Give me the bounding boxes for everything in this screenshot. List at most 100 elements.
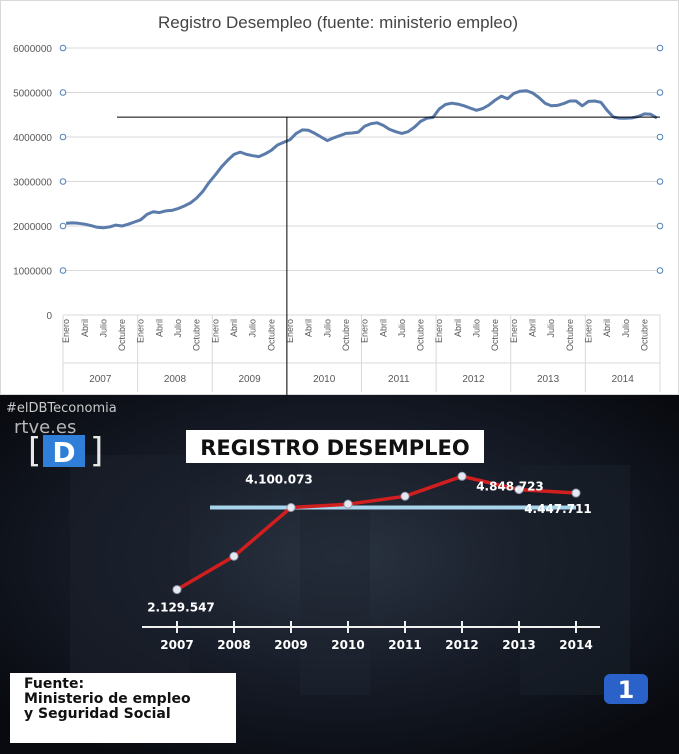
month-tick-label: Abril — [528, 319, 538, 337]
tv-x-tick-label: 2014 — [559, 638, 592, 652]
series-line — [66, 89, 658, 230]
chart-area-border — [0, 0, 679, 395]
month-tick-label: Octubre — [565, 319, 575, 351]
background-window — [300, 435, 370, 695]
month-tick-label: Julio — [546, 319, 556, 338]
tv-x-tick-label: 2007 — [160, 638, 193, 652]
selection-handle — [59, 222, 67, 230]
tv-data-point — [514, 485, 524, 495]
month-tick-label: Enero — [136, 319, 146, 343]
month-tick-label: Julio — [173, 319, 183, 338]
tv-point-label: 4.100.073 — [245, 472, 313, 486]
month-tick-label: Octubre — [192, 319, 202, 351]
tv-data-point — [286, 502, 296, 512]
month-tick-label: Julio — [621, 319, 631, 338]
program-logo-letter: D — [52, 436, 75, 469]
month-tick-label: Enero — [434, 319, 444, 343]
month-tick-label: Abril — [453, 319, 463, 337]
selection-handle — [59, 89, 67, 96]
rtve-logo: rtve.es — [14, 417, 76, 438]
tv-data-point — [400, 491, 410, 501]
channel-one-logo: 1 — [604, 674, 648, 704]
tv-point-label: 4.447.711 — [524, 502, 592, 516]
selection-handle — [656, 133, 664, 141]
month-tick-label: Octubre — [639, 319, 649, 351]
tv-data-point — [457, 471, 467, 481]
month-tick-label: Enero — [583, 319, 593, 343]
year-label: 2010 — [313, 374, 336, 385]
tv-data-point — [343, 499, 353, 509]
source-line-2: Ministerio de empleo — [24, 691, 191, 707]
y-tick-label: 1000000 — [13, 267, 52, 278]
background-window — [520, 465, 630, 695]
tv-chart-title: REGISTRO DESEMPLEO — [200, 436, 469, 460]
excel-line-chart: Registro Desempleo (fuente: ministerio e… — [0, 0, 679, 395]
month-tick-label: Julio — [98, 319, 108, 338]
source-line-3: y Seguridad Social — [24, 706, 171, 722]
svg-text:[: [ — [28, 431, 41, 471]
month-tick-label: Octubre — [117, 319, 127, 351]
tv-x-tick-label: 2008 — [217, 638, 250, 652]
month-tick-label: Abril — [378, 319, 388, 337]
month-tick-label: Enero — [360, 319, 370, 343]
year-label: 2012 — [462, 374, 485, 385]
selection-handle — [59, 267, 67, 274]
year-label: 2009 — [238, 374, 261, 385]
month-tick-label: Enero — [61, 319, 71, 343]
selection-handle — [656, 178, 664, 185]
program-logo: [ D ] — [28, 431, 103, 471]
month-tick-label: Julio — [472, 319, 482, 338]
y-tick-label: 5000000 — [13, 89, 52, 100]
y-tick-label: 0 — [46, 311, 52, 322]
tv-data-point — [229, 551, 239, 561]
year-label: 2013 — [537, 374, 560, 385]
tv-x-tick-label: 2012 — [445, 638, 478, 652]
month-tick-label: Abril — [154, 319, 164, 337]
year-label: 2008 — [164, 374, 187, 385]
source-line-1: Fuente: — [24, 676, 84, 692]
tv-data-point — [172, 585, 182, 595]
chart-title: Registro Desempleo (fuente: ministerio e… — [158, 13, 518, 32]
selection-handle — [656, 89, 664, 96]
y-tick-label: 6000000 — [13, 44, 52, 55]
y-tick-label: 2000000 — [13, 222, 52, 233]
month-tick-label: Enero — [509, 319, 519, 343]
selection-handle — [656, 44, 664, 52]
year-label: 2014 — [612, 374, 635, 385]
month-tick-label: Octubre — [341, 319, 351, 351]
tv-broadcast-frame: #elDBTeconomia rtve.es [ D ] REGISTRO DE… — [0, 395, 679, 754]
y-tick-label: 4000000 — [13, 133, 52, 144]
channel-number: 1 — [618, 676, 635, 704]
year-label: 2011 — [388, 374, 410, 385]
tv-x-tick-label: 2011 — [388, 638, 421, 652]
month-tick-label: Octubre — [266, 319, 276, 351]
selection-handle — [656, 222, 664, 230]
y-tick-label: 3000000 — [13, 178, 52, 189]
month-tick-label: Abril — [80, 319, 90, 337]
hashtag-label: #elDBTeconomia — [6, 401, 117, 416]
month-tick-label: Octubre — [490, 319, 500, 351]
selection-handle — [59, 178, 67, 185]
background-window — [70, 455, 190, 675]
month-tick-label: Enero — [285, 319, 295, 343]
year-label: 2007 — [89, 374, 112, 385]
tv-x-tick-label: 2013 — [502, 638, 535, 652]
tv-point-label: 2.129.547 — [147, 601, 215, 615]
month-tick-label: Abril — [602, 319, 612, 337]
month-tick-label: Abril — [304, 319, 314, 337]
month-tick-label: Enero — [210, 319, 220, 343]
tv-title-box — [186, 430, 484, 463]
tv-x-tick-label: 2009 — [274, 638, 307, 652]
month-tick-label: Julio — [397, 319, 407, 338]
svg-text:]: ] — [90, 431, 103, 471]
selection-handle — [656, 267, 664, 274]
source-box — [10, 673, 236, 743]
tv-series-line — [176, 474, 577, 592]
month-tick-label: Octubre — [416, 319, 426, 351]
tv-x-tick-label: 2010 — [331, 638, 364, 652]
selection-handle — [59, 44, 67, 52]
month-tick-label: Julio — [322, 319, 332, 338]
month-tick-label: Abril — [229, 319, 239, 337]
month-tick-label: Julio — [248, 319, 258, 338]
tv-point-label: 4.848.723 — [476, 479, 544, 493]
